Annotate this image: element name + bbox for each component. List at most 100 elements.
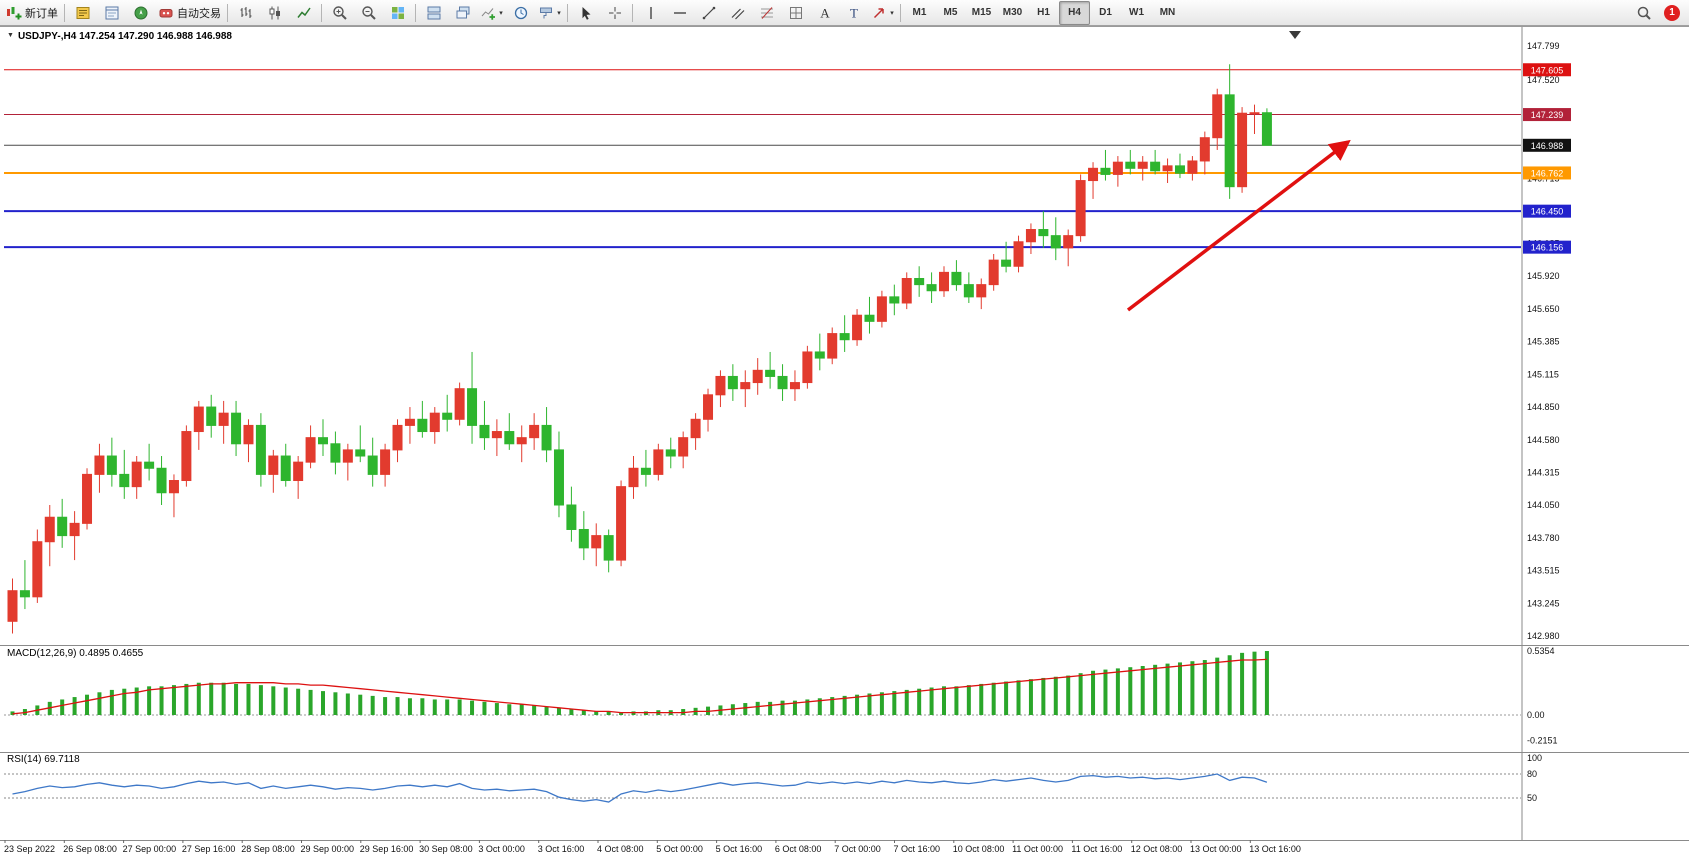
svg-text:6 Oct 08:00: 6 Oct 08:00 (775, 844, 822, 854)
svg-text:147.799: 147.799 (1527, 41, 1560, 51)
svg-text:0.5354: 0.5354 (1527, 646, 1555, 656)
market-watch-button[interactable] (68, 1, 97, 25)
svg-text:143.515: 143.515 (1527, 565, 1560, 575)
templates-button[interactable]: ▾ (535, 1, 564, 25)
svg-text:7 Oct 16:00: 7 Oct 16:00 (894, 844, 941, 854)
svg-text:5 Oct 16:00: 5 Oct 16:00 (716, 844, 763, 854)
trendline-icon (701, 5, 717, 21)
candlestick-chart-button[interactable] (260, 1, 289, 25)
timeframe-h1-button[interactable]: H1 (1037, 7, 1050, 18)
svg-text:29 Sep 00:00: 29 Sep 00:00 (301, 844, 355, 854)
vertical-line-button[interactable] (636, 1, 665, 25)
chevron-down-icon: ▾ (557, 9, 561, 17)
navigator-button[interactable] (126, 1, 155, 25)
clock-icon (513, 5, 529, 21)
svg-text:4 Oct 08:00: 4 Oct 08:00 (597, 844, 644, 854)
toolbar-separator (632, 3, 633, 22)
line-chart-button[interactable] (289, 1, 318, 25)
timeframe-h4-button[interactable]: H4 (1059, 0, 1090, 25)
svg-text:145.115: 145.115 (1527, 370, 1559, 380)
new-order-button[interactable]: 新订单 (3, 1, 61, 25)
chevron-down-icon: ▾ (499, 9, 503, 17)
trendline-button[interactable] (694, 1, 723, 25)
timeframe-m30-button[interactable]: M30 (1002, 7, 1023, 18)
arrange-windows-button[interactable] (419, 1, 448, 25)
svg-text:27 Sep 16:00: 27 Sep 16:00 (182, 844, 236, 854)
crosshair-button[interactable] (600, 1, 629, 25)
horizontal-line-icon (672, 5, 688, 21)
macd-label: MACD(12,26,9) 0.4895 0.4655 (7, 648, 144, 659)
svg-text:5 Oct 00:00: 5 Oct 00:00 (656, 844, 703, 854)
svg-text:A: A (820, 5, 830, 20)
channel-icon (730, 5, 746, 21)
svg-text:30 Sep 08:00: 30 Sep 08:00 (419, 844, 473, 854)
label-icon: T (846, 5, 862, 21)
svg-text:3 Oct 16:00: 3 Oct 16:00 (538, 844, 585, 854)
svg-text:0.00: 0.00 (1527, 710, 1545, 720)
svg-text:146.450: 146.450 (1531, 207, 1564, 217)
svg-text:12 Oct 08:00: 12 Oct 08:00 (1131, 844, 1183, 854)
chart-title: ▼ USDJPY-,H4 147.254 147.290 146.988 146.… (7, 31, 232, 42)
zoom-out-button[interactable] (354, 1, 383, 25)
auto-trading-button[interactable]: 自动交易 (155, 1, 224, 25)
data-window-icon (104, 5, 120, 21)
text-button[interactable]: A (810, 1, 839, 25)
bar-chart-button[interactable] (231, 1, 260, 25)
timeframe-m1-button[interactable]: M1 (912, 7, 927, 18)
svg-text:T: T (850, 5, 858, 20)
svg-text:146.156: 146.156 (1531, 243, 1564, 253)
timeframe-w1-button[interactable]: W1 (1129, 7, 1144, 18)
timeframe-m5-button[interactable]: M5 (943, 7, 958, 18)
main-toolbar: 新订单 自动交易 ▾ ▾ (0, 0, 1689, 26)
indicators-button[interactable]: ▾ (477, 1, 506, 25)
svg-text:144.580: 144.580 (1527, 435, 1560, 445)
timeframe-m15-button[interactable]: M15 (971, 7, 992, 18)
svg-text:7 Oct 00:00: 7 Oct 00:00 (834, 844, 881, 854)
crosshair-icon (607, 5, 623, 21)
search-button[interactable] (1629, 1, 1658, 25)
data-window-button[interactable] (97, 1, 126, 25)
channel-button[interactable] (723, 1, 752, 25)
auto-trading-label: 自动交易 (177, 7, 221, 20)
periods-button[interactable] (506, 1, 535, 25)
new-order-label: 新订单 (25, 7, 58, 20)
svg-text:11 Oct 16:00: 11 Oct 16:00 (1071, 844, 1122, 854)
toolbar-separator (227, 3, 228, 22)
shapes-button[interactable] (781, 1, 810, 25)
svg-text:50: 50 (1527, 793, 1537, 803)
chart-ohlc-text: USDJPY-,H4 147.254 147.290 146.988 146.9… (17, 31, 232, 42)
fibonacci-button[interactable] (752, 1, 781, 25)
line-chart-icon (296, 5, 312, 21)
templates-icon (538, 5, 554, 21)
cascade-windows-button[interactable] (448, 1, 477, 25)
tile-windows-icon (390, 5, 406, 21)
svg-text:23 Sep 2022: 23 Sep 2022 (4, 844, 55, 854)
svg-text:144.850: 144.850 (1527, 402, 1560, 412)
svg-text:143.245: 143.245 (1527, 599, 1560, 609)
svg-text:28 Sep 08:00: 28 Sep 08:00 (241, 844, 295, 854)
svg-text:3 Oct 00:00: 3 Oct 00:00 (478, 844, 525, 854)
horizontal-line-button[interactable] (665, 1, 694, 25)
vertical-line-icon (643, 5, 659, 21)
fibonacci-icon (759, 5, 775, 21)
arrows-icon (871, 5, 887, 21)
svg-text:100: 100 (1527, 753, 1542, 763)
timeframe-d1-button[interactable]: D1 (1099, 7, 1112, 18)
svg-text:144.050: 144.050 (1527, 500, 1560, 510)
svg-text:29 Sep 16:00: 29 Sep 16:00 (360, 844, 414, 854)
arrows-button[interactable]: ▾ (868, 1, 897, 25)
notification-badge[interactable]: 1 (1664, 4, 1680, 21)
toolbar-separator (567, 3, 568, 22)
timeframe-mn-button[interactable]: MN (1159, 7, 1176, 18)
collapse-triangle-icon[interactable]: ▼ (7, 32, 14, 39)
zoom-out-icon (361, 5, 377, 21)
svg-text:147.605: 147.605 (1531, 65, 1564, 75)
cursor-button[interactable] (571, 1, 600, 25)
rsi-label: RSI(14) 69.7118 (7, 754, 80, 765)
tile-windows-button[interactable] (383, 1, 412, 25)
shapes-icon (788, 5, 804, 21)
label-button[interactable]: T (839, 1, 868, 25)
zoom-in-button[interactable] (325, 1, 354, 25)
cursor-icon (578, 5, 594, 21)
